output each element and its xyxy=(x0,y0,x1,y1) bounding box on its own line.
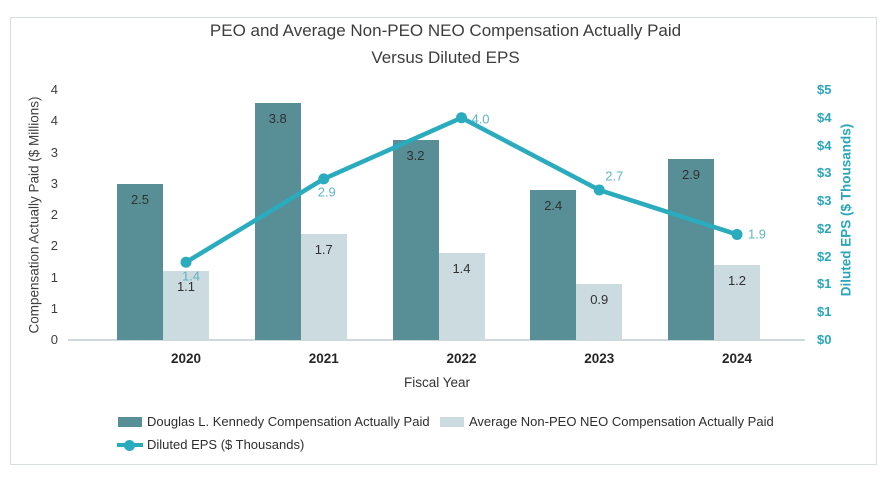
x-axis-label-2021: 2021 xyxy=(308,351,339,366)
right-axis-tick-label: $1 xyxy=(817,276,832,292)
peo-bar-value-label: 2.4 xyxy=(544,198,563,213)
eps-value-label: 1.9 xyxy=(747,226,767,242)
non-peo-bar-value-label: 1.7 xyxy=(314,241,333,257)
eps-value-label: 4.0 xyxy=(471,111,490,127)
eps-value-label: 2.9 xyxy=(317,184,336,200)
non-peo-bar xyxy=(576,283,623,340)
right-axis-tick-label: $5 xyxy=(817,82,832,97)
legend-swatch-non-peo xyxy=(440,417,464,427)
peo-bar-value-label: 3.8 xyxy=(268,110,287,126)
non-peo-bar-value-label: 1.1 xyxy=(176,279,196,295)
peo-bar xyxy=(117,183,163,340)
left-axis-tick-label: 1 xyxy=(50,300,58,316)
left-axis-tick-label: 4 xyxy=(50,82,58,97)
chart-title-line1: PEO and Average Non-PEO NEO Compensation… xyxy=(209,21,682,40)
non-peo-bar xyxy=(714,265,760,340)
left-axis-tick-label: 2 xyxy=(50,238,58,254)
right-axis-tick-label: $4 xyxy=(817,109,832,125)
non-peo-bar xyxy=(438,252,485,340)
left-axis-tick-label: 3 xyxy=(50,144,58,160)
right-axis-tick-label: $3 xyxy=(817,193,832,209)
x-axis-line xyxy=(68,339,805,341)
x-axis-label-2022: 2022 xyxy=(446,351,477,366)
left-axis-tick-label: 2 xyxy=(50,207,58,222)
x-axis-label-2024: 2024 xyxy=(721,351,753,366)
right-axis-tick-label: $2 xyxy=(817,220,832,236)
right-axis-tick-label: $1 xyxy=(817,304,832,320)
peo-bar xyxy=(668,158,714,340)
non-peo-bar xyxy=(163,271,209,340)
non-peo-bar-value-label: 1.4 xyxy=(452,260,471,276)
eps-value-label: 1.4 xyxy=(181,268,201,284)
left-axis-tick-label: 3 xyxy=(50,175,58,191)
left-axis-tick-label: 4 xyxy=(50,113,58,129)
eps-value-label: 2.7 xyxy=(605,168,624,184)
x-axis-label-2020: 2020 xyxy=(170,351,202,366)
x-axis-title: Fiscal Year xyxy=(403,375,471,390)
chart-title-line2: Versus Diluted EPS xyxy=(371,48,520,67)
non-peo-bar-value-label: 1.2 xyxy=(727,273,747,288)
legend-swatch-peo xyxy=(118,417,142,427)
peo-bar-value-label: 2.5 xyxy=(130,191,150,207)
legend-label-non-peo: Average Non-PEO NEO Compensation Actuall… xyxy=(469,414,774,429)
right-axis-tick-label: $4 xyxy=(817,137,832,153)
peo-bar xyxy=(254,102,301,340)
peo-bar-value-label: 2.9 xyxy=(681,166,701,182)
right-axis-tick-label: $0 xyxy=(817,332,832,347)
legend-label-eps: Diluted EPS ($ Thousands) xyxy=(147,437,305,452)
peo-bar xyxy=(392,140,439,340)
peo-bar-value-label: 3.2 xyxy=(406,148,425,163)
non-peo-bar-value-label: 0.9 xyxy=(590,291,609,307)
left-axis-tick-label: 1 xyxy=(50,269,58,285)
x-axis-label-2023: 2023 xyxy=(584,351,615,366)
right-axis-tick-label: $3 xyxy=(817,165,832,181)
right-axis-tick-label: $2 xyxy=(817,248,832,264)
legend-label-peo: Douglas L. Kennedy Compensation Actually… xyxy=(147,414,430,429)
left-axis-tick-label: 0 xyxy=(50,332,58,347)
legend-eps-dot xyxy=(124,440,135,451)
